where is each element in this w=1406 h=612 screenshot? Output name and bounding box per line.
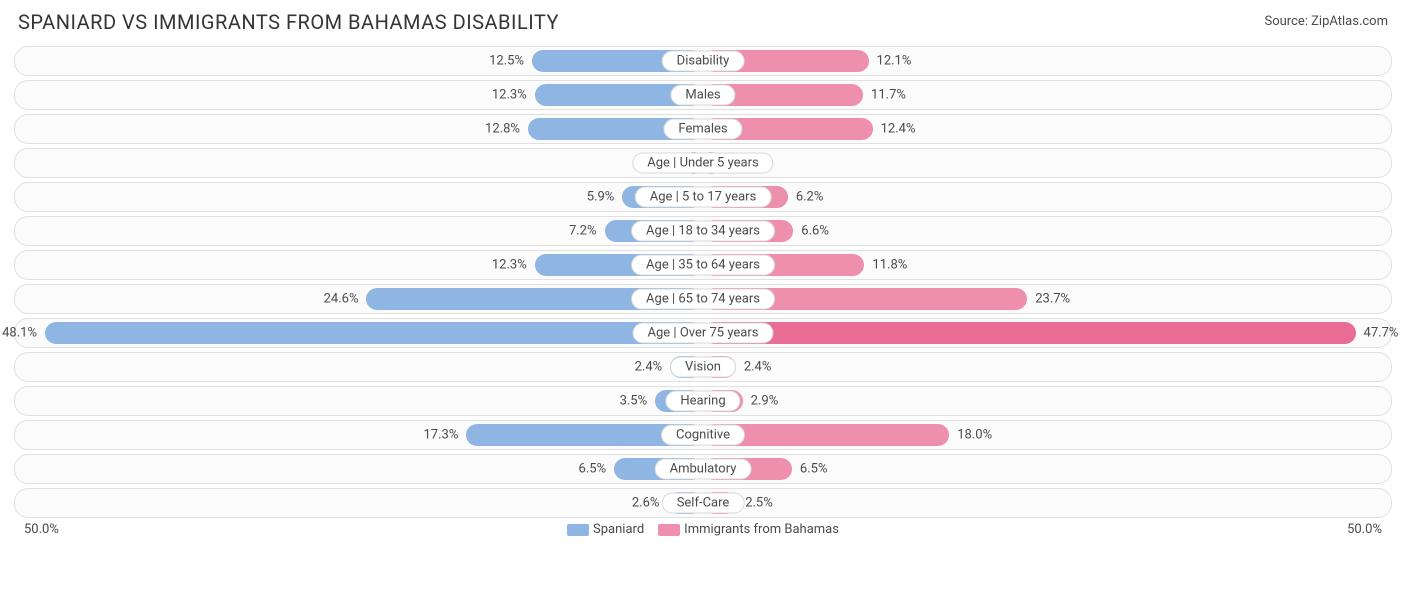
value-left: 12.3% <box>492 258 527 273</box>
legend-label-right: Immigrants from Bahamas <box>684 522 839 537</box>
chart-row: 2.6% 2.5%Self-Care <box>14 488 1392 518</box>
value-right: 2.5% <box>745 496 773 511</box>
value-right: 47.7% <box>1364 326 1399 341</box>
value-right: 2.4% <box>744 360 772 375</box>
bar-right <box>703 322 1356 344</box>
chart-header: SPANIARD VS IMMIGRANTS FROM BAHAMAS DISA… <box>0 0 1406 42</box>
category-label: Age | 5 to 17 years <box>635 187 772 208</box>
legend-item-left: Spaniard <box>567 522 644 537</box>
value-left: 6.5% <box>579 462 607 477</box>
value-left: 24.6% <box>324 292 359 307</box>
value-right: 6.5% <box>800 462 828 477</box>
chart-row: 24.6% 23.7% Age | 65 to 74 years <box>14 284 1392 314</box>
value-left: 2.6% <box>632 496 660 511</box>
legend-swatch-icon <box>658 524 680 536</box>
chart-source: Source: ZipAtlas.com <box>1264 10 1388 29</box>
chart-row: 2.4% 2.4% Vision <box>14 352 1392 382</box>
chart-row: 12.3% 11.7% Males <box>14 80 1392 110</box>
chart-row: 48.1%47.7%Age | Over 75 years <box>14 318 1392 348</box>
legend-item-right: Immigrants from Bahamas <box>658 522 839 537</box>
legend: Spaniard Immigrants from Bahamas <box>567 522 839 537</box>
chart-row: 3.5% 2.9% Hearing <box>14 386 1392 416</box>
category-label: Age | 65 to 74 years <box>631 289 775 310</box>
value-right: 11.7% <box>871 88 906 103</box>
value-right: 23.7% <box>1035 292 1070 307</box>
chart-row: 1.4%1.2%Age | Under 5 years <box>14 148 1392 178</box>
value-left: 17.3% <box>423 428 458 443</box>
value-left: 12.3% <box>492 88 527 103</box>
axis-row: 50.0% 50.0% Spaniard Immigrants from Bahama… <box>14 522 1392 544</box>
value-left: 48.1% <box>2 326 37 341</box>
category-label: Age | 18 to 34 years <box>631 221 775 242</box>
chart-body: 12.5% 12.1% Disability 12.3% 11.7% Males 12.8%… <box>0 42 1406 544</box>
category-label: Hearing <box>665 391 740 412</box>
value-right: 18.0% <box>957 428 992 443</box>
category-label: Females <box>663 119 742 140</box>
axis-max-left: 50.0% <box>24 522 59 537</box>
value-left: 2.4% <box>635 360 663 375</box>
value-right: 2.9% <box>751 394 779 409</box>
category-label: Ambulatory <box>655 459 752 480</box>
category-label: Self-Care <box>662 493 745 514</box>
value-right: 11.8% <box>872 258 907 273</box>
value-left: 5.9% <box>587 190 615 205</box>
category-label: Males <box>670 85 735 106</box>
chart-row: 12.5% 12.1% Disability <box>14 46 1392 76</box>
chart-row: 7.2% 6.6% Age | 18 to 34 years <box>14 216 1392 246</box>
value-left: 7.2% <box>569 224 597 239</box>
value-right: 6.6% <box>801 224 829 239</box>
chart-row: 6.5% 6.5% Ambulatory <box>14 454 1392 484</box>
category-label: Cognitive <box>661 425 745 446</box>
legend-swatch-icon <box>567 524 589 536</box>
value-right: 12.4% <box>881 122 916 137</box>
category-label: Vision <box>670 357 736 378</box>
value-right: 12.1% <box>877 54 912 69</box>
chart-row: 5.9% 6.2% Age | 5 to 17 years <box>14 182 1392 212</box>
value-right: 6.2% <box>796 190 824 205</box>
category-label: Age | 35 to 64 years <box>631 255 775 276</box>
chart-row: 17.3% 18.0% Cognitive <box>14 420 1392 450</box>
axis-max-right: 50.0% <box>1347 522 1382 537</box>
value-left: 12.5% <box>489 54 524 69</box>
legend-label-left: Spaniard <box>593 522 644 537</box>
value-left: 12.8% <box>485 122 520 137</box>
chart-row: 12.3% 11.8% Age | 35 to 64 years <box>14 250 1392 280</box>
value-left: 3.5% <box>620 394 648 409</box>
bar-left <box>45 322 703 344</box>
category-label: Age | Under 5 years <box>632 153 773 174</box>
category-label: Disability <box>662 51 745 72</box>
category-label: Age | Over 75 years <box>633 323 774 344</box>
chart-row: 12.8% 12.4% Females <box>14 114 1392 144</box>
chart-title: SPANIARD VS IMMIGRANTS FROM BAHAMAS DISA… <box>18 10 559 34</box>
